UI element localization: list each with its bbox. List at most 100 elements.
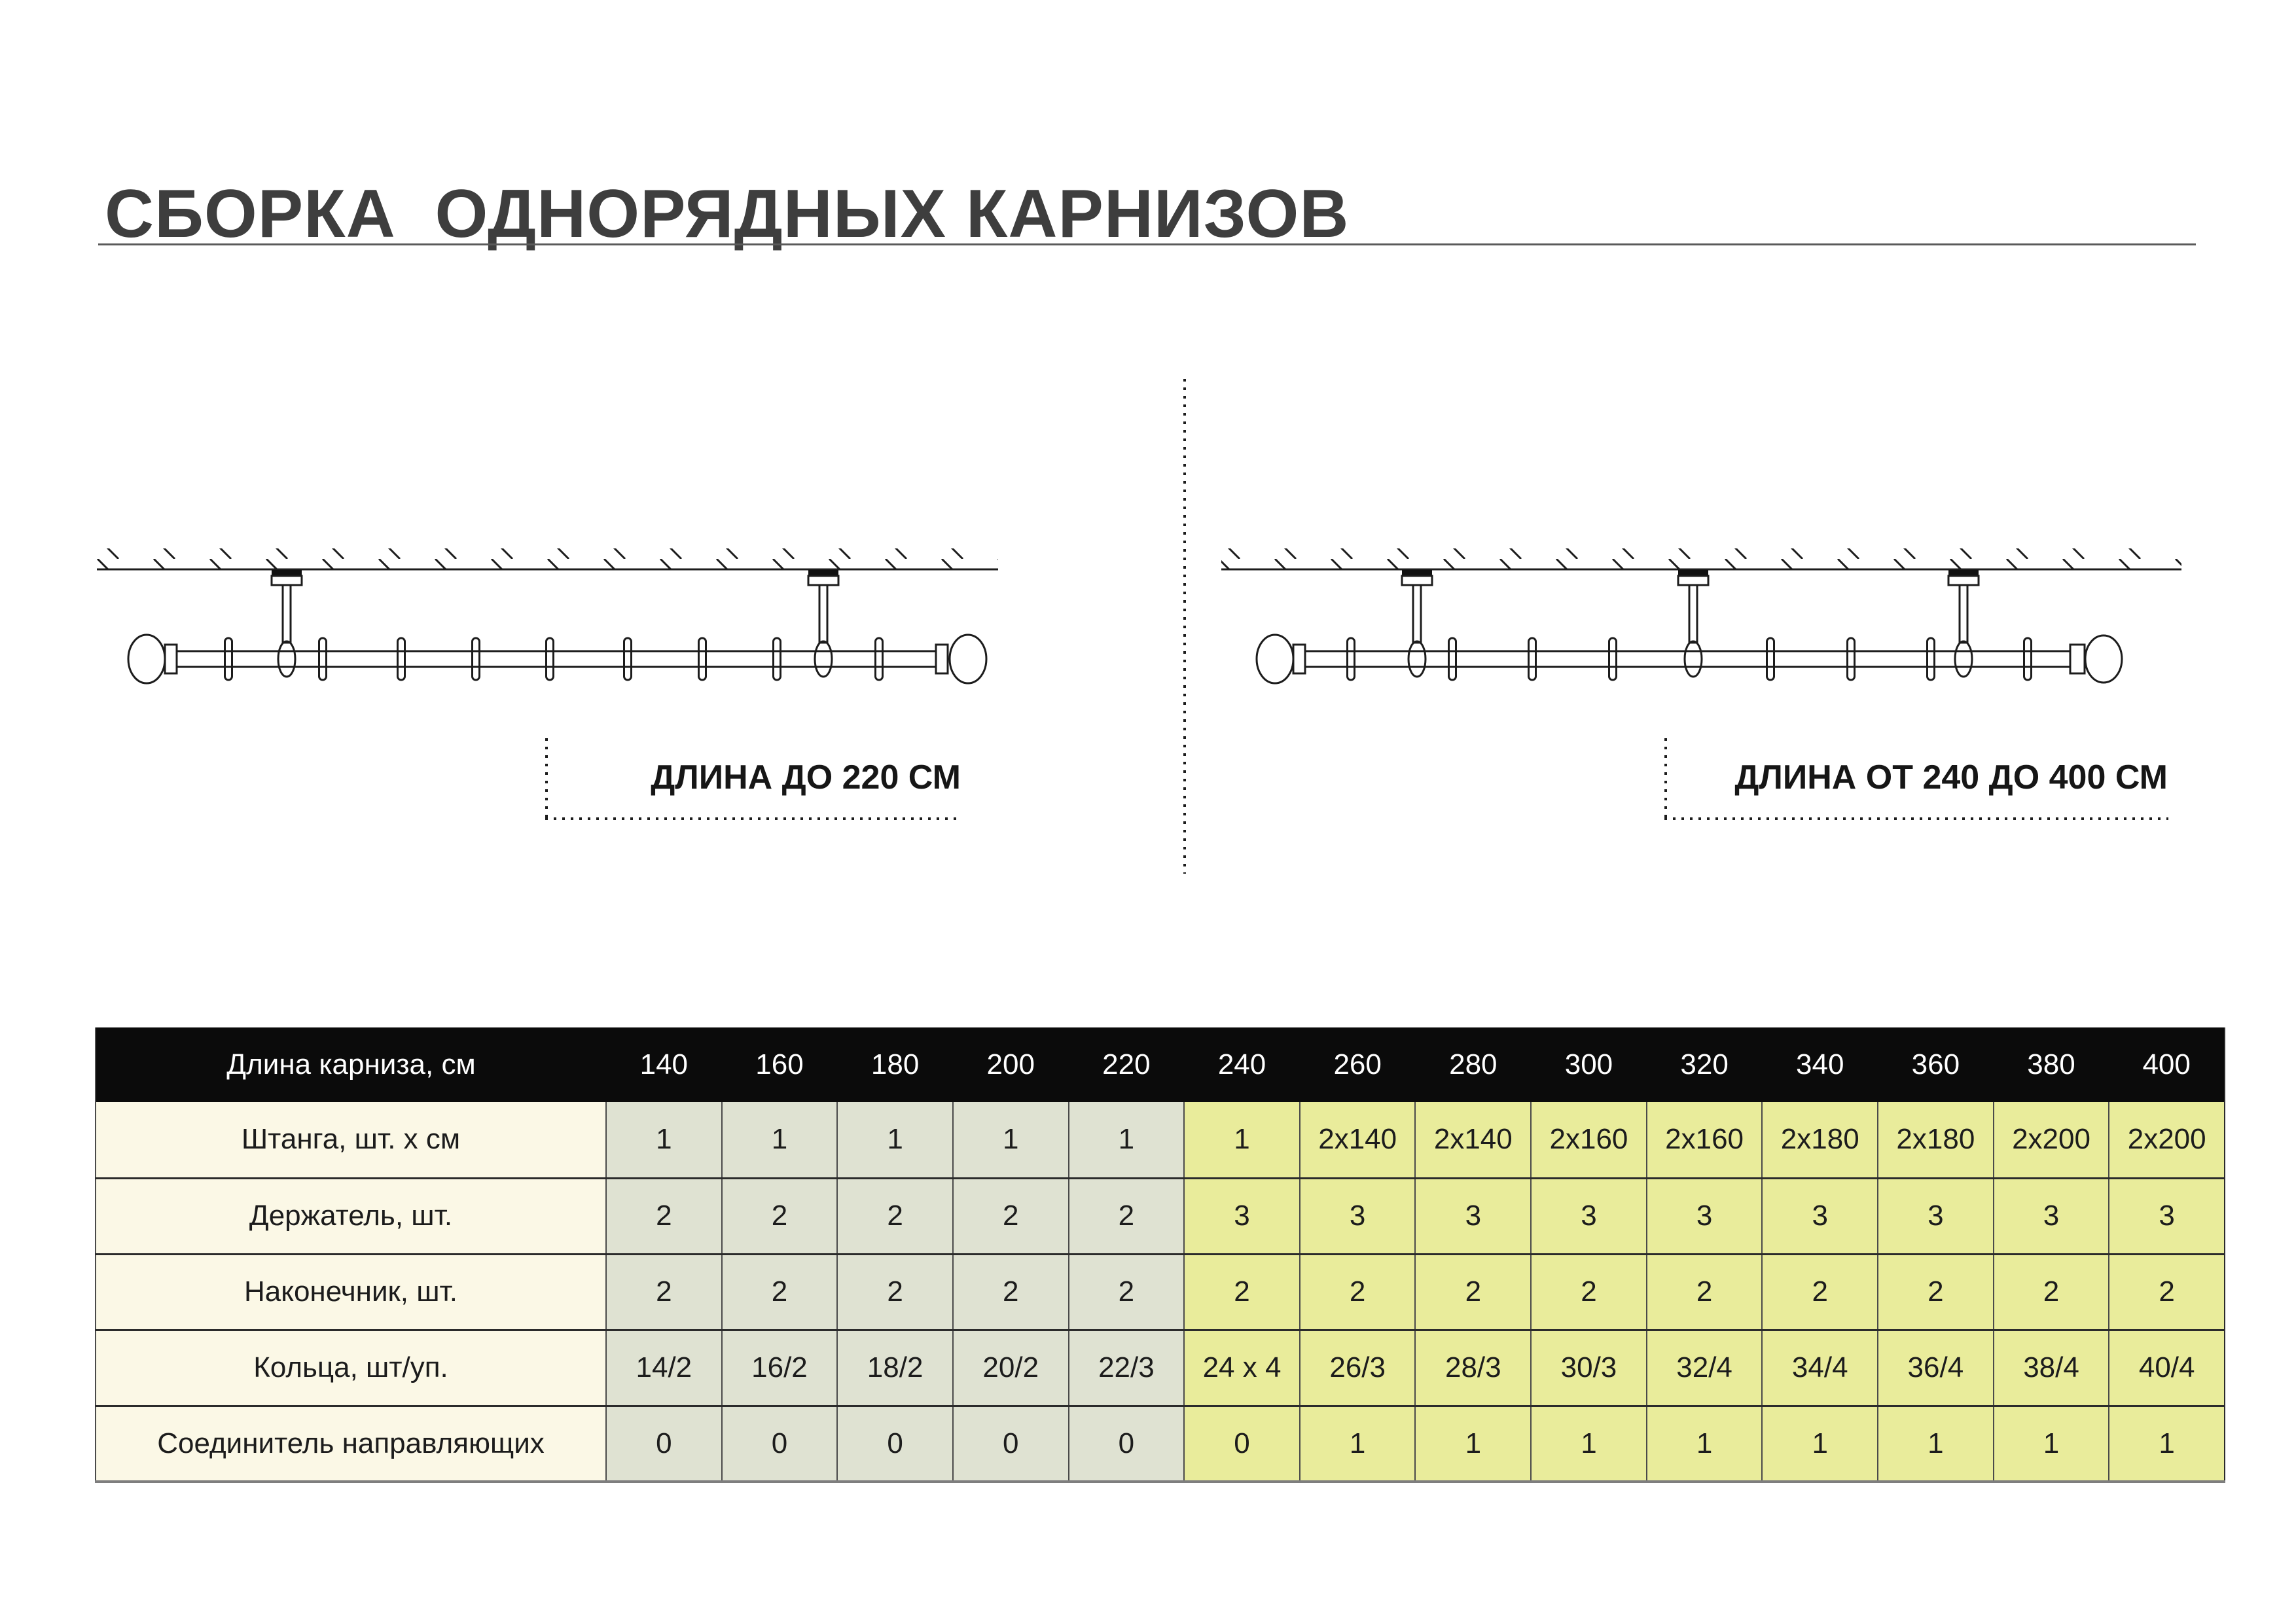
- column-header: 240: [1184, 1027, 1300, 1102]
- table-cell: 1: [1645, 1404, 1763, 1482]
- diagram-long-cornice: [1221, 548, 2181, 685]
- table-cell: 16/2: [721, 1329, 838, 1406]
- table-cell: 28/3: [1414, 1329, 1532, 1406]
- table-cell: 36/4: [1877, 1329, 1994, 1406]
- finial-ball-left: [127, 633, 166, 685]
- table-cell: 0: [952, 1404, 1069, 1482]
- finial-connector-left: [1292, 643, 1306, 675]
- finial-ball-left: [1255, 633, 1295, 685]
- table-cell: 20/2: [952, 1329, 1069, 1406]
- curtain-ring: [1528, 637, 1537, 681]
- dimension-guide-horizontal-right: [1664, 817, 2168, 820]
- curtain-ring: [545, 637, 554, 681]
- curtain-ring: [1608, 637, 1617, 681]
- table-cell: 1: [1299, 1404, 1416, 1482]
- table-cell: 1: [605, 1102, 722, 1178]
- ceiling-bracket: [1401, 570, 1433, 678]
- diagram-short-cornice: [97, 548, 998, 685]
- table-cell: 2х140: [1414, 1102, 1532, 1178]
- table-cell: 3: [1645, 1177, 1763, 1254]
- bracket-stem: [281, 584, 292, 644]
- table-cell: 2х200: [2108, 1102, 2225, 1178]
- table-cell: 3: [1992, 1177, 2109, 1254]
- table-cell: 0: [605, 1404, 722, 1482]
- header-corner-label: Длина карниза, см: [96, 1027, 606, 1102]
- curtain-ring: [698, 637, 707, 681]
- table-cell: 3: [1183, 1177, 1300, 1254]
- table-cell: 3: [1877, 1177, 1994, 1254]
- table-cell: 2: [1992, 1253, 2109, 1330]
- curtain-ring: [772, 637, 781, 681]
- table-cell: 0: [1183, 1404, 1300, 1482]
- table-cell: 30/3: [1530, 1329, 1647, 1406]
- column-header: 140: [606, 1027, 722, 1102]
- table-cell: 2: [605, 1253, 722, 1330]
- table-cell: 2: [1067, 1253, 1185, 1330]
- row-label: Держатель, шт.: [96, 1177, 606, 1254]
- finial-connector-right: [2069, 643, 2086, 675]
- header-row: Длина карниза, см 140 160 180 200 220 240 260 2…: [96, 1027, 2225, 1102]
- bracket-holder-ring: [1683, 640, 1703, 678]
- table-cell: 2: [1530, 1253, 1647, 1330]
- table-cell: 1: [952, 1102, 1069, 1178]
- table-cell: 2: [952, 1253, 1069, 1330]
- table-cell: 22/3: [1067, 1329, 1185, 1406]
- table-cell: 3: [2108, 1177, 2225, 1254]
- bracket-base: [1401, 575, 1433, 586]
- column-header: 340: [1762, 1027, 1878, 1102]
- table-cell: 2: [1414, 1253, 1532, 1330]
- table-cell: 2: [1761, 1253, 1878, 1330]
- short-cornice-length-label: ДЛИНА ДО 220 СМ: [651, 758, 961, 796]
- table-cell: 2: [1299, 1253, 1416, 1330]
- parts-table-header: Длина карниза, см 140 160 180 200 220 240 260 2…: [96, 1027, 2225, 1102]
- table-cell: 2х160: [1530, 1102, 1647, 1178]
- column-header: 200: [952, 1027, 1069, 1102]
- curtain-rod: [175, 650, 937, 668]
- bracket-holder-ring: [1407, 640, 1427, 678]
- table-cell: 24 х 4: [1183, 1329, 1300, 1406]
- curtain-ring: [397, 637, 406, 681]
- finial-ball-right: [948, 633, 988, 685]
- table-row-koltsa: Кольца, шт/уп. 14/2 16/2 18/2 20/2 22/3 24 х …: [96, 1329, 2225, 1406]
- table-cell: 2: [836, 1253, 953, 1330]
- column-header: 280: [1415, 1027, 1532, 1102]
- table-cell: 1: [1992, 1404, 2109, 1482]
- table-cell: 34/4: [1761, 1329, 1878, 1406]
- row-label: Штанга, шт. х см: [96, 1102, 606, 1178]
- ceiling-bracket: [1947, 570, 1980, 678]
- bracket-plate: [808, 570, 838, 576]
- table-cell: 1: [721, 1102, 838, 1178]
- bracket-stem: [1958, 584, 1969, 644]
- long-cornice-length-label: ДЛИНА ОТ 240 ДО 400 СМ: [1734, 758, 2168, 796]
- table-cell: 2: [1067, 1177, 1185, 1254]
- column-header: 360: [1878, 1027, 1994, 1102]
- ceiling-bracket: [270, 570, 303, 678]
- table-cell: 2: [721, 1253, 838, 1330]
- curtain-ring: [1846, 637, 1856, 681]
- table-cell: 2: [1183, 1253, 1300, 1330]
- table-cell: 1: [1877, 1404, 1994, 1482]
- ceiling-hatching: [97, 548, 998, 569]
- table-cell: 40/4: [2108, 1329, 2225, 1406]
- table-cell: 2: [836, 1177, 953, 1254]
- bracket-base: [270, 575, 303, 586]
- table-cell: 32/4: [1645, 1329, 1763, 1406]
- bracket-base: [807, 575, 840, 586]
- table-cell: 14/2: [605, 1329, 722, 1406]
- column-header: 180: [837, 1027, 953, 1102]
- curtain-ring: [1766, 637, 1775, 681]
- ceiling-hatching: [1221, 548, 2181, 569]
- curtain-ring: [318, 637, 327, 681]
- table-cell: 0: [836, 1404, 953, 1482]
- table-cell: 1: [1183, 1102, 1300, 1178]
- finial-ball-right: [2084, 634, 2123, 684]
- curtain-ring: [224, 637, 233, 681]
- table-cell: 1: [1067, 1102, 1185, 1178]
- column-header: 300: [1531, 1027, 1647, 1102]
- parts-table: Длина карниза, см 140 160 180 200 220 240 260 2…: [95, 1027, 2225, 1483]
- table-cell: 26/3: [1299, 1329, 1416, 1406]
- table-cell: 3: [1299, 1177, 1416, 1254]
- finial-connector-left: [164, 643, 178, 675]
